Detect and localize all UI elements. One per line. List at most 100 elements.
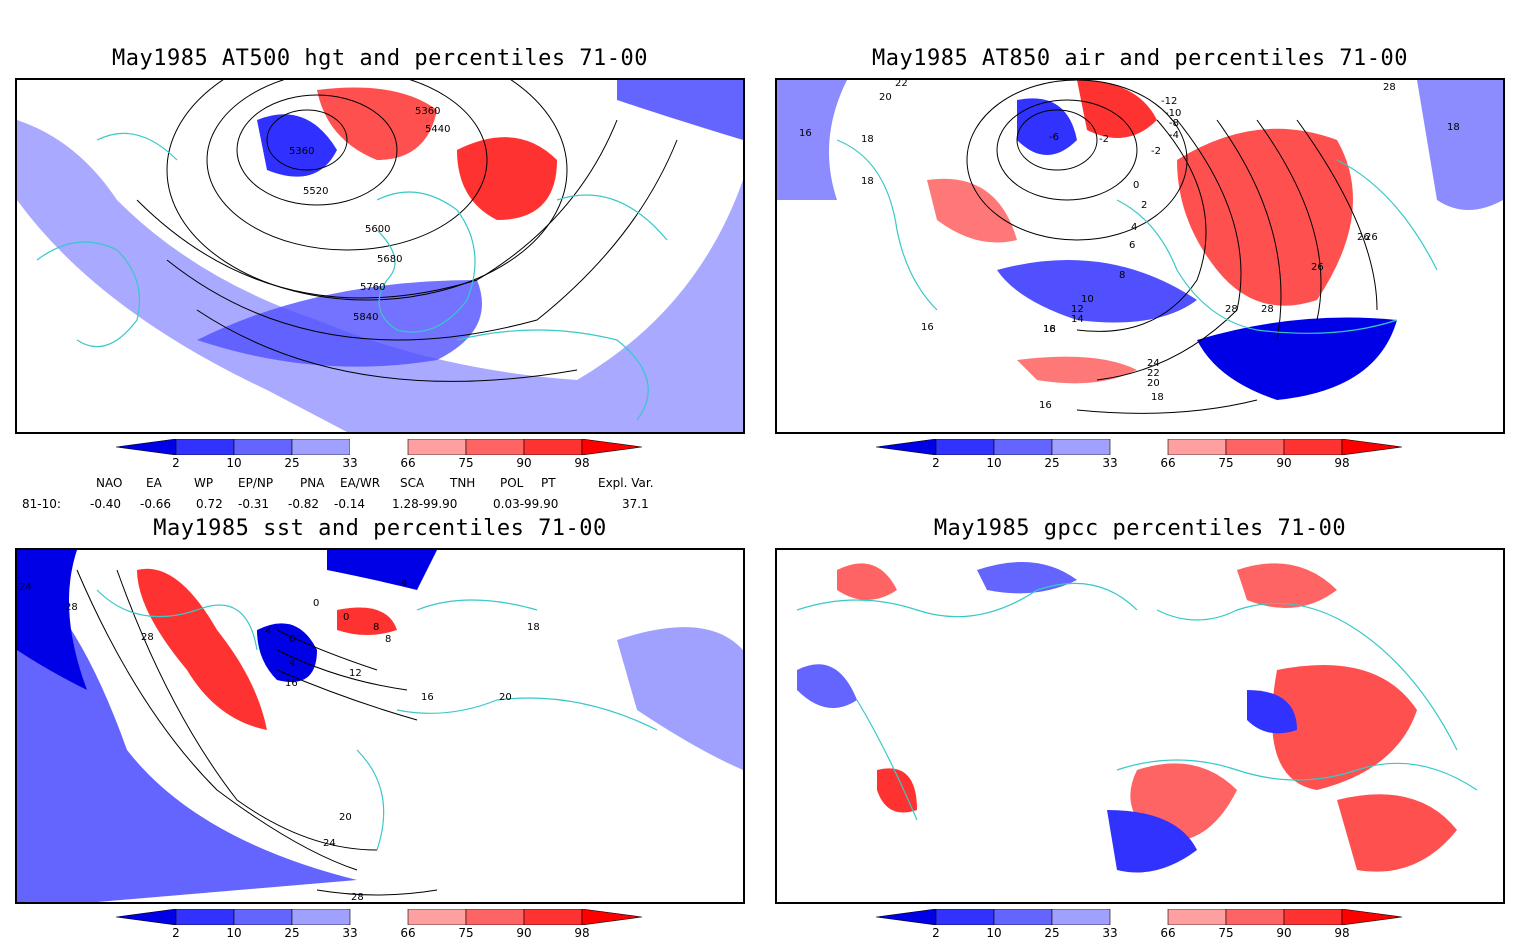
svg-text:2: 2 (1141, 200, 1147, 211)
index-row-label: 81-10: (22, 497, 61, 511)
map-air850: 22 20 16 18 18 16 -6 -2 -12 -10 -8 -4 -2… (777, 80, 1503, 414)
anomaly-blue-newfoundland (257, 623, 317, 682)
panel-title-gpcc: May1985 gpcc percentiles 71-00 (933, 516, 1347, 541)
svg-text:18: 18 (861, 176, 874, 187)
svg-text:4: 4 (1131, 222, 1137, 233)
map-sst: 24 28 28 4 0 0 0 4 8 4 8 12 16 16 18 20 … (17, 550, 743, 902)
index-value-explvar: 37.1 (622, 497, 649, 511)
anomaly-red-gulf (137, 568, 267, 730)
svg-text:16: 16 (921, 322, 934, 333)
svg-text:12: 12 (349, 668, 362, 679)
map-panel-hgt500: 5360 5440 5360 5520 5600 5680 5760 5840 (15, 78, 745, 434)
anomaly-red-eurasia (1177, 128, 1353, 306)
svg-text:26: 26 (1357, 232, 1370, 243)
svg-text:4: 4 (401, 578, 407, 589)
svg-text:28: 28 (65, 602, 78, 613)
anomaly-blue-east (617, 627, 743, 770)
anomaly-blue-broad (17, 570, 357, 902)
svg-text:28: 28 (1383, 82, 1396, 93)
svg-text:0: 0 (1133, 180, 1139, 191)
svg-text:24: 24 (1147, 358, 1160, 369)
index-header-epnp: EP/NP (238, 476, 274, 490)
svg-text:20: 20 (499, 692, 512, 703)
map-gpcc (796, 562, 1478, 873)
anomaly-blue-arctic (327, 550, 437, 590)
index-header-pna: PNA (300, 476, 325, 490)
svg-text:18: 18 (1043, 324, 1056, 335)
anomaly-blue-ne (617, 80, 743, 140)
index-value-pol-pt: 0.03-99.90 (493, 497, 559, 511)
svg-text:12: 12 (1071, 304, 1084, 315)
index-header-eawr: EA/WR (340, 476, 381, 490)
colorbar-arrow-right (581, 439, 643, 455)
index-header-ea: EA (146, 476, 162, 490)
svg-text:22: 22 (1147, 368, 1160, 379)
svg-text:18: 18 (527, 622, 540, 633)
svg-text:4: 4 (289, 658, 295, 669)
anomaly-blue-mid (997, 260, 1197, 323)
svg-text:16: 16 (799, 128, 812, 139)
colorbar-4: 2 10 25 33 66 75 90 98 (876, 909, 1406, 945)
index-value-eawr: -0.14 (334, 497, 366, 511)
anomaly-blue-mid (197, 280, 482, 367)
svg-text:5520: 5520 (303, 186, 328, 197)
index-value-epnp: -0.31 (238, 497, 270, 511)
contour-labels-sst: 24 28 28 4 0 0 0 4 8 4 8 12 16 16 18 20 … (19, 578, 540, 902)
svg-text:26: 26 (1311, 262, 1324, 273)
svg-text:5680: 5680 (377, 254, 402, 265)
svg-text:5840: 5840 (353, 312, 378, 323)
svg-text:5760: 5760 (360, 282, 385, 293)
anomaly-blue-east (1417, 80, 1503, 210)
svg-text:28: 28 (1261, 304, 1274, 315)
svg-text:8: 8 (1119, 270, 1125, 281)
panel-title-sst: May1985 sst and percentiles 71-00 (153, 516, 607, 541)
panel-title-hgt500: May1985 AT500 hgt and percentiles 71-00 (111, 46, 649, 71)
svg-text:16: 16 (1039, 400, 1052, 411)
map-panel-air850: 22 20 16 18 18 16 -6 -2 -12 -10 -8 -4 -2… (775, 78, 1505, 434)
svg-text:-10: -10 (1165, 108, 1181, 119)
svg-text:5360: 5360 (289, 146, 314, 157)
index-header-pol: POL (500, 476, 524, 490)
svg-text:5360: 5360 (415, 106, 440, 117)
svg-text:16: 16 (285, 678, 298, 689)
svg-text:-2: -2 (1099, 134, 1109, 145)
index-value-sca-tnh: 1.28-99.90 (392, 497, 458, 511)
anomaly-red-greenland (1077, 80, 1157, 138)
anomaly-red-south (1017, 356, 1137, 384)
svg-text:14: 14 (1071, 314, 1084, 325)
colorbar-3: 2 10 25 33 66 75 90 98 (116, 909, 646, 945)
svg-text:6: 6 (1129, 240, 1135, 251)
index-value-nao: -0.40 (90, 497, 122, 511)
contour-labels-hgt500: 5360 5440 5360 5520 5600 5680 5760 5840 (289, 106, 450, 323)
anomaly-blue-broad (17, 120, 743, 432)
anomaly-blue-westedge (17, 550, 87, 690)
index-value-ea: -0.66 (140, 497, 172, 511)
anomaly-blue-south (1197, 317, 1397, 400)
svg-text:20: 20 (1147, 378, 1160, 389)
svg-text:22: 22 (895, 80, 908, 89)
svg-text:24: 24 (19, 582, 32, 593)
map-hgt500: 5360 5440 5360 5520 5600 5680 5760 5840 (17, 80, 743, 432)
index-header-tnh: TNH (450, 476, 476, 490)
anomaly-blue-atl (257, 114, 337, 177)
colorbar-1: 2 10 25 33 66 75 90 98 (116, 439, 646, 475)
anomaly-blue-west (777, 80, 847, 200)
panel-title-air850: May1985 AT850 air and percentiles 71-00 (871, 46, 1409, 71)
anomaly-red-norway (337, 607, 397, 635)
contour-labels-air850: 22 20 16 18 18 16 -6 -2 -12 -10 -8 -4 -2… (799, 80, 1460, 411)
anomaly-red-eurasia (457, 137, 557, 220)
colorbar-arrow-left (116, 439, 177, 455)
svg-text:-2: -2 (1151, 146, 1161, 157)
svg-text:0: 0 (289, 634, 295, 645)
svg-text:8: 8 (385, 634, 391, 645)
svg-text:28: 28 (141, 632, 154, 643)
svg-text:-6: -6 (1049, 132, 1059, 143)
svg-text:5600: 5600 (365, 224, 390, 235)
index-header-pt: PT (541, 476, 556, 490)
svg-text:28: 28 (351, 892, 364, 902)
svg-text:-8: -8 (1169, 118, 1179, 129)
svg-text:18: 18 (1447, 122, 1460, 133)
svg-text:-12: -12 (1161, 96, 1177, 107)
svg-text:-4: -4 (1169, 130, 1179, 141)
svg-text:24: 24 (323, 838, 336, 849)
